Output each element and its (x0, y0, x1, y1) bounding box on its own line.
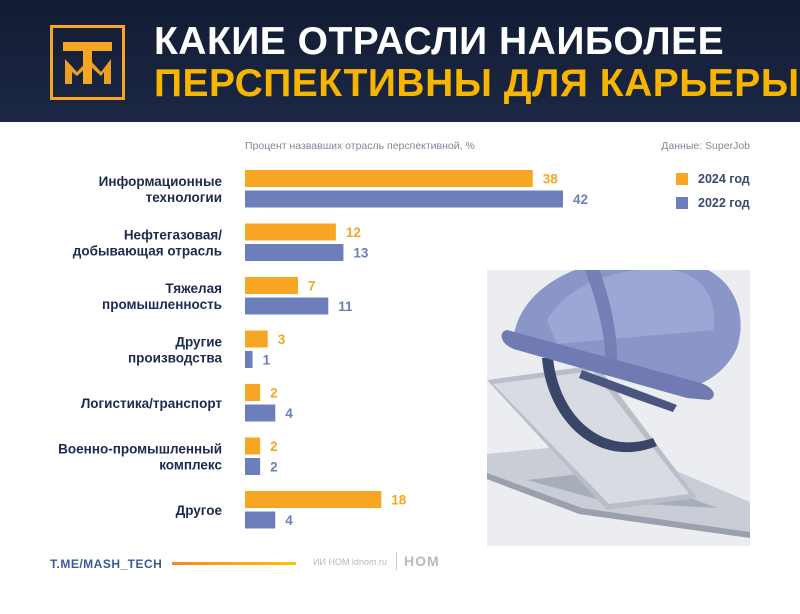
bar-value-label: 42 (573, 192, 588, 207)
category-label: Информационные (99, 174, 223, 189)
chart-subtitle: Процент назвавших отрасль перспективной,… (245, 140, 475, 152)
footer-divider (396, 552, 397, 570)
bar-2022 (245, 297, 329, 315)
bar-value-label: 4 (285, 406, 293, 421)
footer-accent-line (172, 562, 296, 565)
category-label: комплекс (159, 457, 222, 472)
bar-2022 (245, 511, 276, 529)
bar-value-label: 3 (278, 332, 286, 347)
bar-value-label: 12 (346, 225, 361, 240)
footer-brand-logo: НОМ (404, 553, 440, 569)
legend-label-2024: 2024 год (698, 172, 750, 186)
bar-2022 (245, 244, 344, 261)
bar-value-label: 2 (270, 460, 278, 475)
bar-value-label: 4 (285, 513, 293, 528)
bar-value-label: 1 (263, 353, 271, 368)
legend-item-2024: 2024 год (676, 172, 750, 186)
bar-2024 (245, 384, 261, 401)
footer-handle-link[interactable]: T.ME/MASH_TECH (50, 557, 163, 571)
page-title-line-1: КАКИЕ ОТРАСЛИ НАИБОЛЕЕ (154, 20, 725, 63)
category-label: Нефтегазовая/ (124, 227, 222, 242)
category-label: Другое (176, 503, 223, 518)
footer-credit: ИИ НОМ ldnom.ru (313, 557, 387, 567)
legend-label-2022: 2022 год (698, 196, 750, 210)
bar-value-label: 2 (270, 439, 278, 454)
category-label: производства (128, 350, 222, 365)
bar-2024 (245, 437, 261, 455)
bar-value-label: 38 (543, 172, 559, 187)
category-label: промышленность (102, 297, 222, 312)
category-label: Другие (175, 334, 222, 349)
bar-2022 (245, 190, 563, 208)
category-label: Логистика/транспорт (81, 396, 223, 411)
page-title-line-2: ПЕРСПЕКТИВНЫ ДЛЯ КАРЬЕРЫ (154, 62, 800, 105)
legend-item-2022: 2022 год (676, 196, 750, 210)
bar-value-label: 11 (338, 299, 353, 314)
helmet-laptop-illustration-icon (447, 257, 750, 538)
bar-2024 (245, 277, 298, 294)
bar-2024 (245, 491, 382, 508)
helmet-laptop-photo (447, 257, 750, 546)
logo (50, 25, 125, 100)
bar-value-label: 18 (391, 493, 407, 508)
header-banner: КАКИЕ ОТРАСЛИ НАИБОЛЕЕ ПЕРСПЕКТИВНЫ ДЛЯ … (0, 0, 800, 122)
bar-2024 (245, 223, 336, 241)
legend-swatch-2024 (676, 173, 688, 185)
logo-mark-icon (63, 42, 112, 84)
bar-value-label: 7 (308, 279, 316, 294)
category-label: технологии (146, 190, 222, 205)
bar-2022 (245, 351, 253, 368)
data-source: Данные: SuperJob (661, 140, 750, 152)
category-label: Военно-промышленный (58, 441, 222, 456)
bar-2022 (245, 404, 276, 422)
bar-2024 (245, 170, 533, 187)
bar-2022 (245, 458, 261, 475)
bar-value-label: 13 (353, 246, 369, 261)
legend-swatch-2022 (676, 197, 688, 209)
bar-value-label: 2 (270, 386, 278, 401)
bar-2024 (245, 330, 268, 348)
category-label: добывающая отрасль (73, 243, 222, 258)
category-label: Тяжелая (165, 281, 222, 296)
